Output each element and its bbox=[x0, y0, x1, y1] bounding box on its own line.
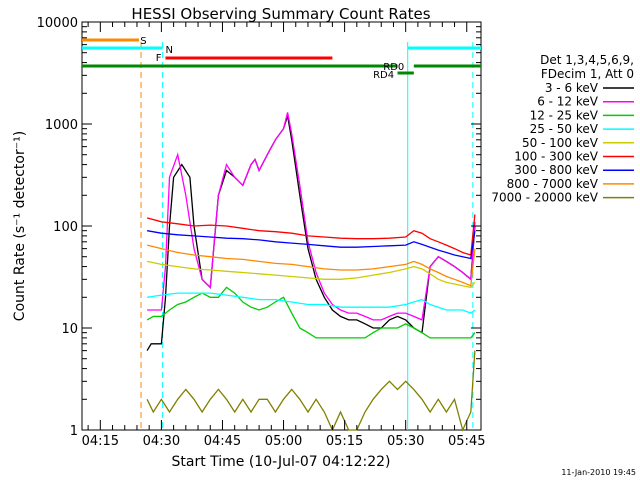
series-line-0 bbox=[146, 115, 476, 351]
series-line-8 bbox=[146, 350, 476, 432]
legend-label: 6 - 12 keV bbox=[537, 95, 599, 109]
plot-frame bbox=[81, 21, 482, 431]
footer-date: 11-Jan-2010 19:45 bbox=[561, 468, 636, 477]
series-line-1 bbox=[147, 112, 476, 321]
y-tick-label: 1000 bbox=[45, 118, 78, 133]
legend-label: 100 - 300 keV bbox=[514, 150, 598, 164]
x-tick-label: 04:45 bbox=[204, 434, 241, 449]
y-tick-label: 100 bbox=[53, 220, 78, 235]
x-tick-label: 05:30 bbox=[387, 434, 424, 449]
x-tick-label: 05:45 bbox=[448, 434, 485, 449]
x-tick-label: 04:15 bbox=[82, 434, 119, 449]
series-line-4 bbox=[146, 260, 476, 289]
series-line-3 bbox=[147, 292, 476, 314]
state-bar-label: RD4 bbox=[373, 70, 394, 81]
series-line-6 bbox=[146, 230, 476, 260]
y-tick-label: 10 bbox=[61, 322, 78, 337]
y-axis-label: Count Rate (s⁻¹ detector⁻¹) bbox=[12, 131, 28, 321]
y-axis: 1 10 100 1000 10000 bbox=[37, 16, 481, 439]
legend-label: 800 - 7000 keV bbox=[507, 177, 599, 191]
y-tick-label: 10000 bbox=[37, 16, 78, 31]
series-line-7 bbox=[146, 244, 476, 287]
legend-label: 3 - 6 keV bbox=[545, 81, 599, 95]
x-tick-label: 05:15 bbox=[326, 434, 363, 449]
legend-label: 300 - 800 keV bbox=[514, 163, 598, 177]
legend: Det 1,3,4,5,6,9, FDecim 1, Att 0 3 - 6 k… bbox=[491, 53, 634, 205]
state-bar-label: S bbox=[140, 36, 146, 47]
y-tick-label: 1 bbox=[70, 424, 78, 439]
state-bar-label: N bbox=[165, 45, 172, 56]
series-line-5 bbox=[146, 214, 476, 256]
legend-header-line1: Det 1,3,4,5,6,9, bbox=[540, 53, 634, 67]
x-axis-label: Start Time (10-Jul-07 04:12:22) bbox=[171, 454, 390, 470]
chart-title: HESSI Observing Summary Count Rates bbox=[131, 5, 430, 23]
legend-label: 7000 - 20000 keV bbox=[491, 191, 598, 205]
legend-header-line2: FDecim 1, Att 0 bbox=[541, 67, 634, 81]
legend-label: 50 - 100 keV bbox=[522, 136, 599, 150]
legend-label: 12 - 25 keV bbox=[530, 108, 599, 122]
x-tick-label: 04:30 bbox=[143, 434, 180, 449]
state-bar-label: F bbox=[156, 53, 162, 64]
state-bar-label: RD0 bbox=[383, 62, 404, 73]
x-axis: 04:15 04:30 04:45 05:00 05:15 05:30 05:45 bbox=[82, 22, 485, 449]
series-line-2 bbox=[146, 286, 476, 339]
x-tick-label: 05:00 bbox=[265, 434, 302, 449]
legend-label: 25 - 50 keV bbox=[530, 122, 599, 136]
